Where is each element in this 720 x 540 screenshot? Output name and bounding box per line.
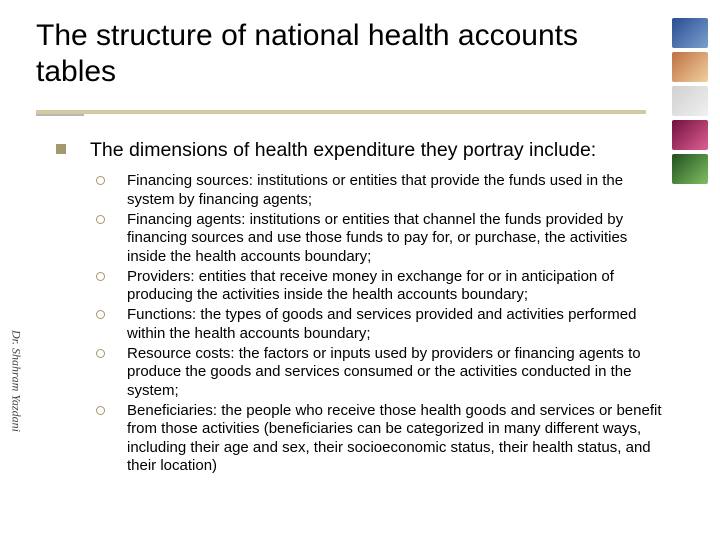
square-bullet-icon	[56, 144, 66, 154]
slide-title: The structure of national health account…	[36, 18, 636, 90]
sub-text: Providers: entities that receive money i…	[127, 268, 666, 305]
thumb-1-icon	[672, 18, 708, 48]
circle-bullet-icon	[96, 349, 105, 358]
list-item: Providers: entities that receive money i…	[96, 268, 666, 305]
list-item: Resource costs: the factors or inputs us…	[96, 345, 666, 400]
author-credit: Dr. Shahram Yazdani	[6, 330, 26, 530]
thumb-3-icon	[672, 86, 708, 116]
circle-bullet-icon	[96, 310, 105, 319]
rule-bar-icon	[36, 110, 646, 114]
slide: The structure of national health account…	[0, 0, 720, 540]
sub-text: Financing sources: institutions or entit…	[127, 172, 666, 209]
thumb-2-icon	[672, 52, 708, 82]
circle-bullet-icon	[96, 272, 105, 281]
thumbnail-strip	[672, 18, 708, 184]
list-item: Beneficiaries: the people who receive th…	[96, 402, 666, 475]
main-bullet-text: The dimensions of health expenditure the…	[90, 138, 596, 162]
thumb-5-icon	[672, 154, 708, 184]
circle-bullet-icon	[96, 406, 105, 415]
title-rule	[36, 110, 646, 116]
list-item: Functions: the types of goods and servic…	[96, 306, 666, 343]
circle-bullet-icon	[96, 215, 105, 224]
list-item: Financing sources: institutions or entit…	[96, 172, 666, 209]
list-item: Financing agents: institutions or entiti…	[96, 211, 666, 266]
sub-text: Financing agents: institutions or entiti…	[127, 211, 666, 266]
sub-bullet-list: Financing sources: institutions or entit…	[96, 172, 666, 475]
rule-accent-icon	[36, 114, 84, 116]
sub-text: Functions: the types of goods and servic…	[127, 306, 666, 343]
sub-text: Resource costs: the factors or inputs us…	[127, 345, 666, 400]
content-area: The dimensions of health expenditure the…	[56, 138, 656, 477]
sub-text: Beneficiaries: the people who receive th…	[127, 402, 666, 475]
main-bullet-row: The dimensions of health expenditure the…	[56, 138, 656, 162]
thumb-4-icon	[672, 120, 708, 150]
circle-bullet-icon	[96, 176, 105, 185]
